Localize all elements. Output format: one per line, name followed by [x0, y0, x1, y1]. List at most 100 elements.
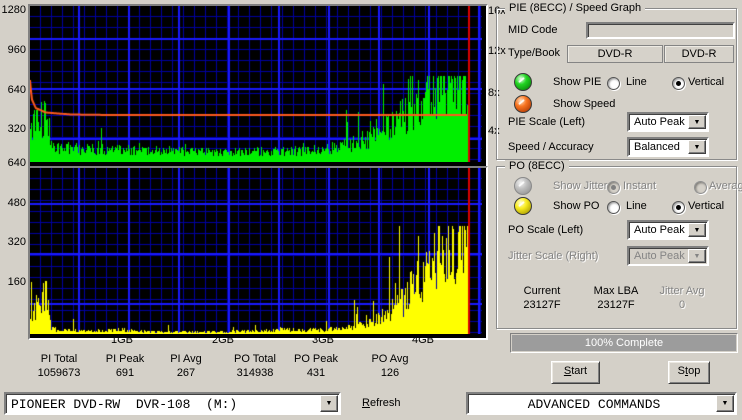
xtick-1gb: 1GB [110, 334, 133, 346]
radio-po-line[interactable] [607, 201, 620, 214]
jitter-scale-label: Jitter Scale (Right) [508, 250, 599, 262]
start-button[interactable]: Start [551, 361, 600, 384]
type-book-cell-1: DVD-R [567, 45, 663, 63]
stat-po-total-label: PO Total [234, 353, 276, 365]
stat-pi-total-label: PI Total [40, 353, 78, 365]
stat-pi-peak-value: 691 [115, 367, 135, 379]
progress-bar: 100% Complete [510, 333, 738, 353]
max-lba-label: Max LBA [593, 285, 639, 297]
chevron-down-icon: ▼ [688, 249, 706, 263]
stat-pi-avg-label: PI Avg [170, 353, 202, 365]
radio-dot [611, 185, 616, 190]
start-mnemonic: S [563, 365, 572, 377]
chevron-down-icon[interactable]: ▼ [688, 140, 706, 154]
radio-pie-vertical[interactable] [672, 77, 685, 90]
current-label: Current [523, 285, 561, 297]
po-scale-value: Auto Peak [634, 224, 685, 236]
po-line-label: Line [626, 200, 647, 212]
chevron-down-icon[interactable]: ▼ [688, 115, 706, 129]
stat-po-peak-label: PO Peak [293, 353, 339, 365]
pie-line-label: Line [626, 76, 647, 88]
speed-ytick: 8x [488, 87, 500, 99]
chevron-down-icon[interactable]: ▼ [320, 395, 338, 412]
progress-fill: 100% Complete [512, 335, 736, 351]
jitter-avg-label: Jitter Avg [659, 285, 705, 297]
radio-jitter-average [694, 181, 707, 194]
pie-ytick: 1280 [1, 4, 26, 16]
speed-ytick: 4x [488, 125, 500, 137]
chevron-down-icon[interactable]: ▼ [716, 395, 734, 412]
pie-ytick: 640 [7, 84, 26, 96]
stat-po-peak-value: 431 [306, 367, 326, 379]
mid-code-label: MID Code [508, 24, 558, 36]
pie-scale-value: Auto Peak [634, 116, 685, 128]
advanced-commands-value: ADVANCED COMMANDS [527, 397, 661, 412]
mid-code-field [586, 22, 735, 39]
speed-accuracy-label: Speed / Accuracy [508, 141, 594, 153]
current-value: 23127F [523, 299, 561, 311]
xtick-3gb: 3GB [311, 334, 334, 346]
stat-pi-peak-label: PI Peak [105, 353, 145, 365]
refresh-label: efresh [369, 397, 401, 409]
jitter-instant-label: Instant [623, 180, 657, 192]
refresh-mnemonic: R [362, 397, 370, 409]
drive-name: PIONEER DVD-RW DVR-108 (M:) [11, 397, 238, 412]
radio-dot [676, 81, 681, 86]
stop-mnemonic: t [685, 365, 689, 377]
stop-label: S [677, 365, 686, 377]
pie-panel: PIE (8ECC) / Speed Graph [496, 2, 737, 160]
jitter-avg-value: 0 [678, 299, 686, 311]
xtick-4gb: 4GB [411, 334, 434, 346]
pie-ytick: 320 [7, 123, 26, 135]
type-book-label: Type/Book [508, 47, 560, 59]
speed-accuracy-select[interactable]: Balanced ▼ [627, 137, 709, 157]
stat-po-avg-value: 126 [380, 367, 400, 379]
refresh-button[interactable]: Refresh [362, 397, 401, 409]
stop-button[interactable]: Stop [668, 361, 710, 384]
show-po-label: Show PO [553, 200, 600, 212]
po-graph-frame [28, 166, 488, 340]
pie-graph-canvas [30, 6, 482, 162]
drive-select[interactable]: PIONEER DVD-RW DVR-108 (M:) ▼ [4, 392, 341, 415]
po-ytick: 320 [7, 236, 26, 248]
pie-scale-label: PIE Scale (Left) [508, 116, 586, 128]
pie-ytick: 960 [7, 44, 26, 56]
po-scale-select[interactable]: Auto Peak ▼ [627, 220, 709, 240]
radio-dot [676, 205, 681, 210]
pie-scale-select[interactable]: Auto Peak ▼ [627, 112, 709, 132]
po-ytick: 480 [7, 197, 26, 209]
max-lba-value: 23127F [597, 299, 635, 311]
pie-graph-frame [28, 4, 488, 168]
show-pie-led-button[interactable] [514, 73, 532, 91]
jitter-average-label: Average [709, 180, 742, 192]
po-scale-label: PO Scale (Left) [508, 224, 584, 236]
type-book-cell-2: DVD-R [664, 45, 734, 63]
stat-pi-avg-value: 267 [176, 367, 196, 379]
jitter-scale-value: Auto Peak [634, 250, 685, 262]
stop-label-rest: op [688, 365, 701, 377]
radio-jitter-instant [607, 181, 620, 194]
po-ytick: 160 [7, 276, 26, 288]
speed-accuracy-value: Balanced [634, 141, 680, 153]
pie-vertical-label: Vertical [688, 76, 725, 88]
jitter-scale-select: Auto Peak ▼ [627, 246, 709, 266]
show-speed-label: Show Speed [553, 98, 616, 110]
po-vertical-label: Vertical [688, 200, 725, 212]
radio-pie-line[interactable] [607, 77, 620, 90]
stat-pi-total-value: 1059673 [37, 367, 81, 379]
advanced-commands-select[interactable]: ADVANCED COMMANDS ▼ [466, 392, 737, 415]
xtick-2gb: 2GB [211, 334, 234, 346]
show-speed-led-button[interactable] [514, 95, 532, 113]
show-po-led-button[interactable] [514, 197, 532, 215]
show-jitter-led-button [514, 177, 532, 195]
po-graph-canvas [30, 168, 482, 334]
radio-po-vertical[interactable] [672, 201, 685, 214]
po-panel-title: PO (8ECC) [505, 160, 569, 172]
show-jitter-label: Show Jitter [553, 180, 608, 192]
po-panel: PO (8ECC) [496, 160, 737, 329]
stat-po-avg-label: PO Avg [371, 353, 409, 365]
chevron-down-icon[interactable]: ▼ [688, 223, 706, 237]
stat-po-total-value: 314938 [236, 367, 274, 379]
po-ytick: 640 [7, 157, 26, 169]
